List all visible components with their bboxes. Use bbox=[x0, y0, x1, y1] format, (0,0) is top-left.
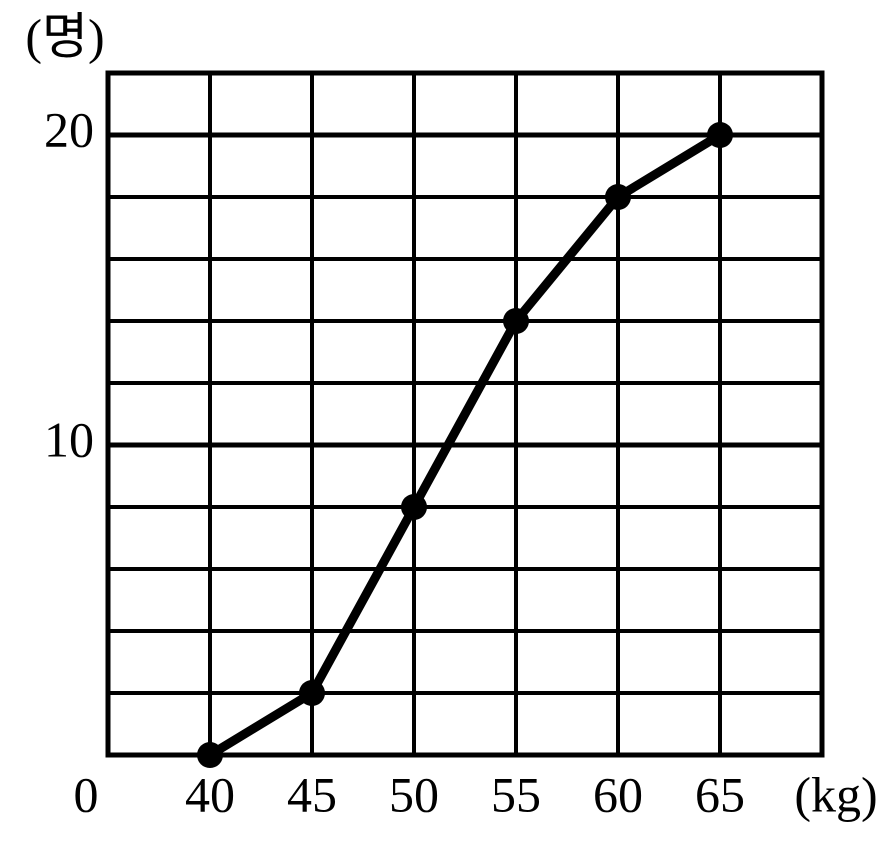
x-tick-label: 65 bbox=[695, 766, 745, 822]
data-point bbox=[299, 680, 325, 706]
data-point bbox=[707, 122, 733, 148]
plot-border bbox=[105, 70, 825, 758]
data-point bbox=[503, 308, 529, 334]
y-tick-label: 10 bbox=[44, 411, 94, 467]
x-tick-label: 55 bbox=[491, 766, 541, 822]
data-point bbox=[605, 184, 631, 210]
x-tick-label: 60 bbox=[593, 766, 643, 822]
origin-label: 0 bbox=[74, 766, 99, 822]
data-point bbox=[197, 742, 223, 768]
data-point bbox=[401, 494, 427, 520]
x-tick-label: 40 bbox=[185, 766, 235, 822]
y-axis-label: (명) bbox=[25, 8, 104, 64]
data-line bbox=[207, 131, 723, 759]
x-axis-label: (kg) bbox=[794, 766, 877, 822]
x-tick-label: 50 bbox=[389, 766, 439, 822]
y-tick-label: 20 bbox=[44, 101, 94, 157]
x-tick-label: 45 bbox=[287, 766, 337, 822]
